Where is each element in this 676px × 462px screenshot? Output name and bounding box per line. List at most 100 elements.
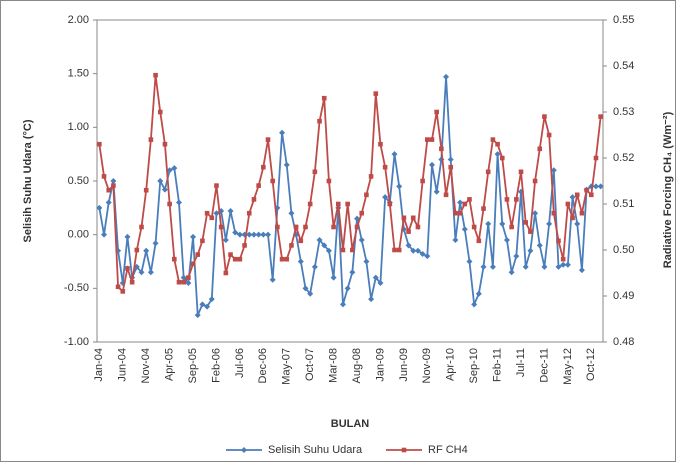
point [298,238,304,244]
point [536,242,543,249]
x-tick-label: Apr-10 [445,348,457,381]
point [372,274,379,281]
x-tick-label: Feb-11 [491,348,503,382]
point [532,210,539,217]
point [200,238,205,244]
point [251,197,257,202]
series-line [98,76,601,316]
point [387,201,393,207]
point [311,263,318,270]
point [359,210,365,216]
x-tick-label: Jan-09 [374,348,386,382]
y2-tick-label: 0.55 [613,14,634,26]
x-tick-label: Jan-04 [93,348,105,382]
point [176,279,182,285]
point [293,224,299,230]
point [330,274,337,281]
x-tick-label: Sep-05 [187,348,199,383]
y-tick-label: 0.50 [68,175,89,187]
x-tick-label: Jun-04 [117,348,129,382]
point [373,91,379,96]
x-tick-label: Aug-08 [351,348,363,383]
point [551,210,557,216]
point [457,210,463,216]
point [546,220,553,227]
x-tick-label: May-07 [281,348,293,385]
point [284,256,290,262]
x-tick-label: May-12 [562,348,574,385]
point [134,247,140,253]
point [157,178,164,184]
point [139,224,144,230]
point [256,183,261,188]
point [414,247,421,254]
point [410,247,417,254]
point [195,252,201,257]
y2-axis-title: Radiative Forcing CH₄ (Wm⁻²) [662,111,674,268]
point [378,141,383,147]
y2-tick-label: 0.50 [613,244,634,256]
y2-tick-label: 0.51 [613,198,634,210]
point [405,242,412,249]
point [481,206,486,211]
point [190,261,196,267]
x-tick-label: Dec-11 [538,348,550,383]
point [317,118,322,124]
point [124,233,131,240]
point [499,220,506,227]
y2-tick-label: 0.52 [613,152,634,164]
point [350,247,355,253]
point [448,164,454,170]
point [181,279,186,285]
point [340,247,346,253]
point [223,270,229,276]
point [143,247,150,254]
point [345,201,350,207]
point [364,192,369,198]
point [339,301,346,308]
point [452,237,459,244]
point [147,269,154,276]
point [125,266,130,271]
point [96,204,103,211]
point [433,188,440,195]
point [392,247,397,253]
point [466,258,473,265]
point [307,201,313,207]
point [382,164,388,170]
point [246,210,252,216]
point [227,208,234,215]
point [528,229,533,234]
y-tick-label: 1.50 [68,68,89,80]
point [453,210,458,216]
point [148,137,154,142]
point [236,231,243,238]
point [331,224,336,230]
point [504,197,510,202]
point [250,231,257,238]
point [204,303,211,310]
point [396,183,403,190]
point [312,169,318,175]
y-tick-label: 2.00 [68,14,89,26]
point [508,269,515,276]
point [246,231,253,238]
point [289,243,294,248]
point [105,199,112,206]
point [588,192,594,198]
x-tick-label: Oct-12 [585,348,597,381]
point [269,276,276,283]
point [120,289,126,294]
point [574,192,580,198]
point [429,137,435,142]
point [439,146,444,152]
point [255,231,262,238]
point [222,237,229,244]
point [213,210,220,217]
point [335,201,341,207]
point [570,215,575,221]
point [485,169,491,175]
point [283,161,290,168]
point [527,247,534,254]
